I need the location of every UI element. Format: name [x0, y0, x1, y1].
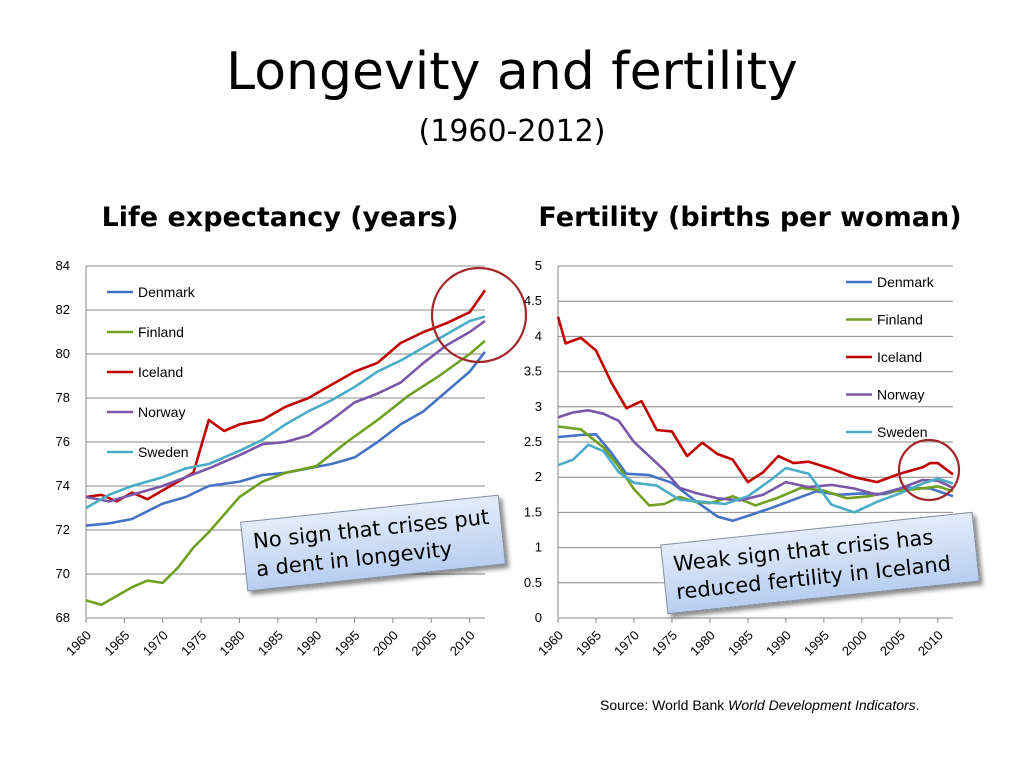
slide-title: Longevity and fertility: [226, 42, 798, 102]
life-y-tick-label: 78: [56, 390, 70, 405]
life-x-tick-label: 1985: [255, 628, 286, 659]
fert-legend-label-iceland: Iceland: [877, 349, 922, 365]
fert-legend-label-finland: Finland: [877, 312, 923, 328]
life-legend-label-denmark: Denmark: [138, 284, 196, 300]
life-legend-label-sweden: Sweden: [138, 444, 189, 460]
fert-x-tick-label: 1995: [801, 628, 832, 659]
fert-x-tick-label: 1990: [763, 628, 794, 659]
fert-y-tick-label: 1: [535, 540, 542, 555]
source-note: Source: World Bank World Development Ind…: [600, 697, 920, 713]
fertility-chart-title: Fertility (births per woman): [538, 202, 962, 233]
life-y-tick-label: 70: [56, 566, 70, 581]
life-x-tick-label: 1965: [101, 628, 132, 659]
life-y-tick-label: 80: [56, 346, 70, 361]
fert-line-sweden: [557, 443, 954, 514]
fert-line-norway: [557, 408, 954, 502]
life-y-tick-label: 74: [56, 478, 70, 493]
life-y-tick-label: 82: [56, 302, 70, 317]
life-y-tick-label: 76: [56, 434, 70, 449]
life-x-tick-label: 2010: [447, 628, 478, 659]
life-y-tick-label: 68: [56, 610, 70, 625]
life-y-tick-label: 72: [56, 522, 70, 537]
fert-y-tick-label: 1.5: [524, 504, 542, 519]
life-x-tick-label: 1960: [63, 628, 94, 659]
life-legend-label-finland: Finland: [138, 324, 184, 340]
slide-subtitle: (1960-2012): [418, 114, 606, 149]
fert-y-tick-label: 3: [535, 399, 542, 414]
life-x-tick-label: 1970: [140, 628, 171, 659]
source-suffix: .: [915, 697, 920, 713]
life-line-norway: [85, 319, 486, 503]
life-legend-label-norway: Norway: [138, 404, 185, 420]
life-x-tick-label: 1990: [293, 628, 324, 659]
life-line-sweden: [85, 315, 486, 510]
fert-y-tick-label: 0.5: [524, 575, 542, 590]
fert-y-tick-label: 2: [535, 469, 542, 484]
fert-x-tick-label: 1965: [573, 628, 604, 659]
life-legend-label-iceland: Iceland: [138, 364, 183, 380]
fert-legend-label-sweden: Sweden: [877, 424, 928, 440]
fert-y-tick-label: 5: [535, 258, 542, 273]
fert-x-tick-label: 2000: [839, 628, 870, 659]
life-expectancy-chart-title: Life expectancy (years): [101, 202, 459, 233]
fert-y-tick-label: 4.5: [524, 293, 542, 308]
life-x-tick-label: 1975: [178, 628, 209, 659]
fert-x-tick-label: 1985: [725, 628, 756, 659]
life-x-tick-label: 1995: [332, 628, 363, 659]
life-x-tick-label: 2000: [370, 628, 401, 659]
fert-x-tick-label: 1975: [649, 628, 680, 659]
life-x-tick-label: 2005: [408, 628, 439, 659]
life-x-tick-label: 1980: [217, 628, 248, 659]
fert-y-tick-label: 4: [535, 328, 542, 343]
fert-highlight-circle: [897, 438, 961, 502]
life-y-tick-label: 84: [56, 258, 70, 273]
fert-legend-label-denmark: Denmark: [877, 274, 935, 290]
source-prefix: Source: World Bank: [600, 697, 729, 713]
fert-y-tick-label: 3.5: [524, 364, 542, 379]
fert-y-tick-label: 0: [535, 610, 542, 625]
fert-x-tick-label: 2005: [877, 628, 908, 659]
source-italic: World Development Indicators: [728, 697, 916, 713]
fert-x-tick-label: 2010: [915, 628, 946, 659]
fert-y-tick-label: 2.5: [524, 434, 542, 449]
fert-x-tick-label: 1980: [687, 628, 718, 659]
life-highlight-circle: [430, 266, 528, 364]
life-line-iceland: [85, 289, 487, 503]
fert-x-tick-label: 1970: [611, 628, 642, 659]
fert-line-iceland: [556, 316, 954, 484]
fert-legend-label-norway: Norway: [877, 387, 924, 403]
fert-x-tick-label: 1960: [535, 628, 566, 659]
life-line-finland: [85, 339, 486, 607]
